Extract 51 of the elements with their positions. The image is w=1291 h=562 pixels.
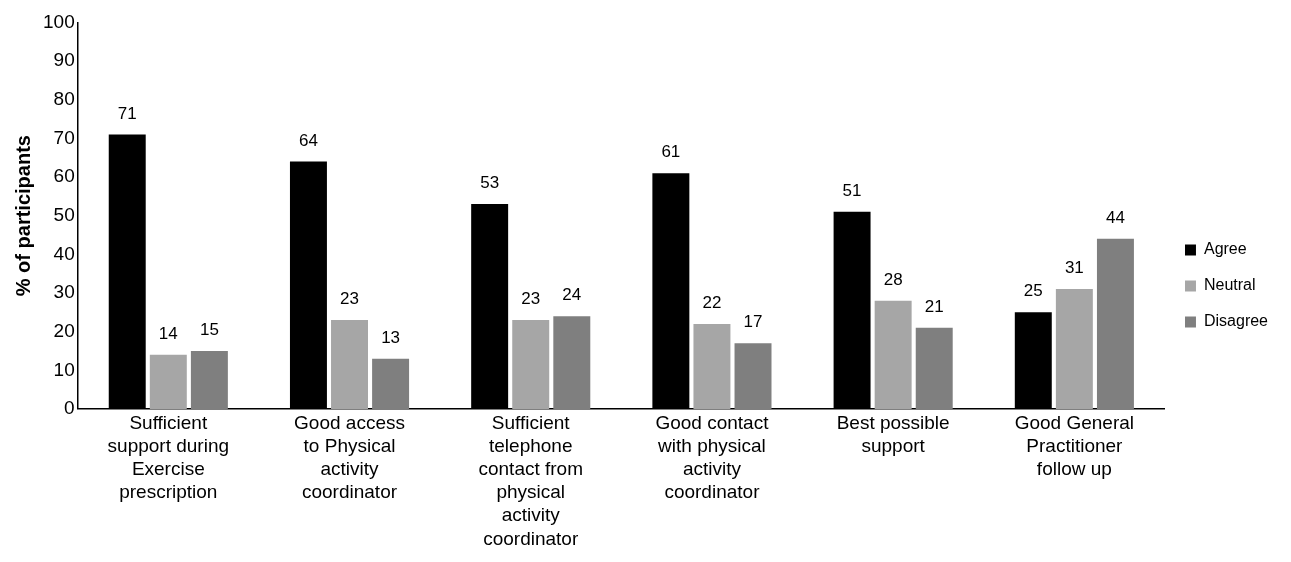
data-label: 44 [1105,208,1125,228]
bar [874,300,912,409]
y-tick-label: 20 [53,319,75,341]
data-label: 71 [117,103,137,123]
data-label: 28 [883,269,903,289]
data-label: 51 [842,180,862,200]
bar [190,350,228,409]
y-tick-label: 0 [64,397,75,419]
y-tick-label: 60 [53,165,75,187]
data-label: 14 [158,323,178,343]
y-tick-label: 100 [43,10,75,32]
bar [512,320,550,409]
bar [915,327,953,409]
x-tick-label: Sufficient support during Exercise prescription [107,411,230,503]
x-tick-label: Best possible support [836,411,950,456]
y-axis-title: % of participants [11,135,34,297]
bar [734,343,772,409]
bar [331,320,368,409]
x-tick-label: Good contact with physical activity coordinator [655,411,770,503]
y-tick-label: 50 [53,203,75,225]
data-label: 15 [199,320,219,340]
data-label: 17 [743,312,763,332]
x-tick-label: Good General Practitioner follow up [1014,411,1135,480]
y-tick-label: 30 [53,281,75,303]
data-label: 13 [381,327,401,347]
data-label: 23 [521,289,541,309]
y-tick-label: 80 [53,87,75,109]
data-label: 22 [702,293,722,313]
x-tick-label: Sufficient telephone contact from physical activity coordinator [478,411,583,549]
data-label: 61 [661,142,681,162]
legend-label: Agree [1203,240,1247,258]
data-label: 23 [340,289,359,309]
y-tick-label: 70 [53,126,75,148]
data-label: 31 [1064,258,1084,278]
legend-label: Neutral [1203,276,1256,294]
bar [693,323,731,409]
data-label: 21 [924,296,944,316]
bar [553,316,591,409]
data-label: 64 [298,130,318,150]
data-label: 24 [562,285,582,305]
x-tick-label: Good access to Physical activity coordinator [294,411,405,503]
bar [1055,289,1093,409]
legend-label: Disagree [1203,312,1269,330]
y-tick-label: 90 [53,49,75,71]
y-tick-label: 40 [53,242,75,264]
y-tick-label: 10 [53,358,75,380]
bar [1096,238,1134,409]
bar [372,358,410,409]
bar [149,354,187,409]
data-label: 25 [1023,281,1043,301]
data-label: 53 [480,173,500,193]
